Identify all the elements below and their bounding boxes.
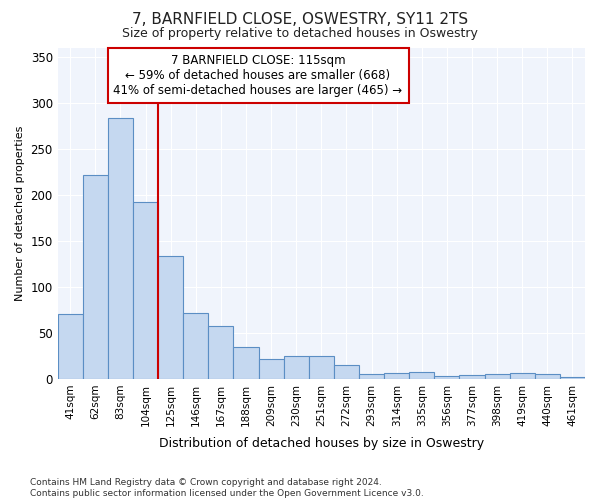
Bar [509,374,535,379]
Y-axis label: Number of detached properties: Number of detached properties [15,126,25,301]
Bar [208,326,233,379]
Bar [133,202,158,379]
Text: Size of property relative to detached houses in Oswestry: Size of property relative to detached ho… [122,28,478,40]
Bar [284,356,309,379]
Text: 7 BARNFIELD CLOSE: 115sqm
← 59% of detached houses are smaller (668)
41% of semi: 7 BARNFIELD CLOSE: 115sqm ← 59% of detac… [113,54,403,97]
Bar [108,118,133,379]
Bar [83,174,108,379]
Bar [485,374,509,379]
Text: 7, BARNFIELD CLOSE, OSWESTRY, SY11 2TS: 7, BARNFIELD CLOSE, OSWESTRY, SY11 2TS [132,12,468,28]
Bar [334,365,359,379]
Bar [535,374,560,379]
Bar [259,358,284,379]
Bar [359,374,384,379]
Bar [460,375,485,379]
Bar [158,256,183,379]
Bar [384,374,409,379]
Bar [434,376,460,379]
Bar [309,356,334,379]
Bar [233,346,259,379]
Text: Contains HM Land Registry data © Crown copyright and database right 2024.
Contai: Contains HM Land Registry data © Crown c… [30,478,424,498]
X-axis label: Distribution of detached houses by size in Oswestry: Distribution of detached houses by size … [159,437,484,450]
Bar [409,372,434,379]
Bar [560,377,585,379]
Bar [183,312,208,379]
Bar [58,314,83,379]
